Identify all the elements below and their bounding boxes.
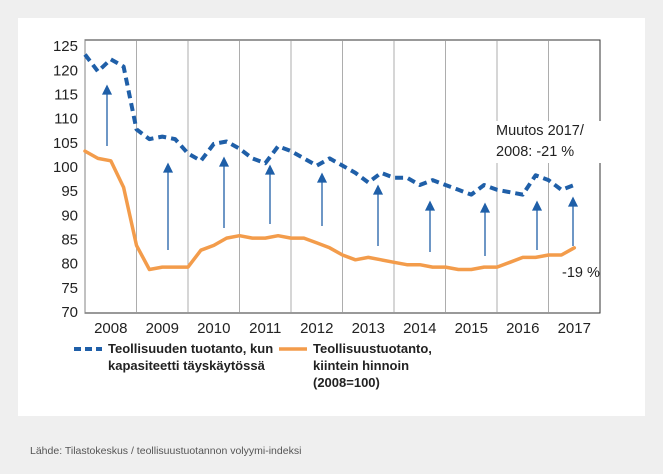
- y-tick-label: 75: [61, 280, 78, 297]
- x-tick-label: 2008: [94, 320, 127, 337]
- y-tick-label: 110: [54, 111, 78, 128]
- arrows: [101, 84, 579, 256]
- y-tick-label: 70: [61, 304, 78, 321]
- y-tick-label: 80: [61, 256, 78, 273]
- series-line: [83, 53, 575, 197]
- x-tick-label: 2011: [249, 320, 281, 337]
- x-tick-label: 2014: [403, 320, 436, 337]
- legend-label: Teollisuustuotanto, kiintein hinnoin (20…: [313, 341, 432, 390]
- y-tick-label: 95: [61, 183, 78, 200]
- annotation: Muutos 2017/ 2008: -21 %: [496, 121, 614, 163]
- source: Lähde: Tilastokeskus / teollisuustuotann…: [30, 445, 302, 457]
- legend-label: Teollisuuden tuotanto, kun kapasiteetti …: [108, 341, 274, 373]
- x-tick-label: 2015: [455, 320, 488, 337]
- x-tick-label: 2013: [352, 320, 385, 337]
- y-tick-label: 115: [54, 87, 78, 104]
- y-tick-label: 120: [53, 62, 78, 79]
- x-tick-label: 2017: [558, 320, 591, 337]
- x-tick-label: 2009: [146, 320, 179, 337]
- series-line: [83, 149, 577, 272]
- y-tick-label: 125: [53, 38, 78, 55]
- annotation: -19 %: [562, 265, 600, 281]
- y-tick-label: 90: [61, 207, 78, 224]
- x-tick-label: 2012: [300, 320, 333, 337]
- panel: [18, 18, 645, 416]
- y-tick-label: 100: [53, 159, 78, 176]
- y-tick-label: 85: [61, 231, 78, 248]
- y-tick-label: 105: [53, 135, 78, 152]
- x-tick-label: 2016: [506, 320, 539, 337]
- x-tick-label: 2010: [197, 320, 230, 337]
